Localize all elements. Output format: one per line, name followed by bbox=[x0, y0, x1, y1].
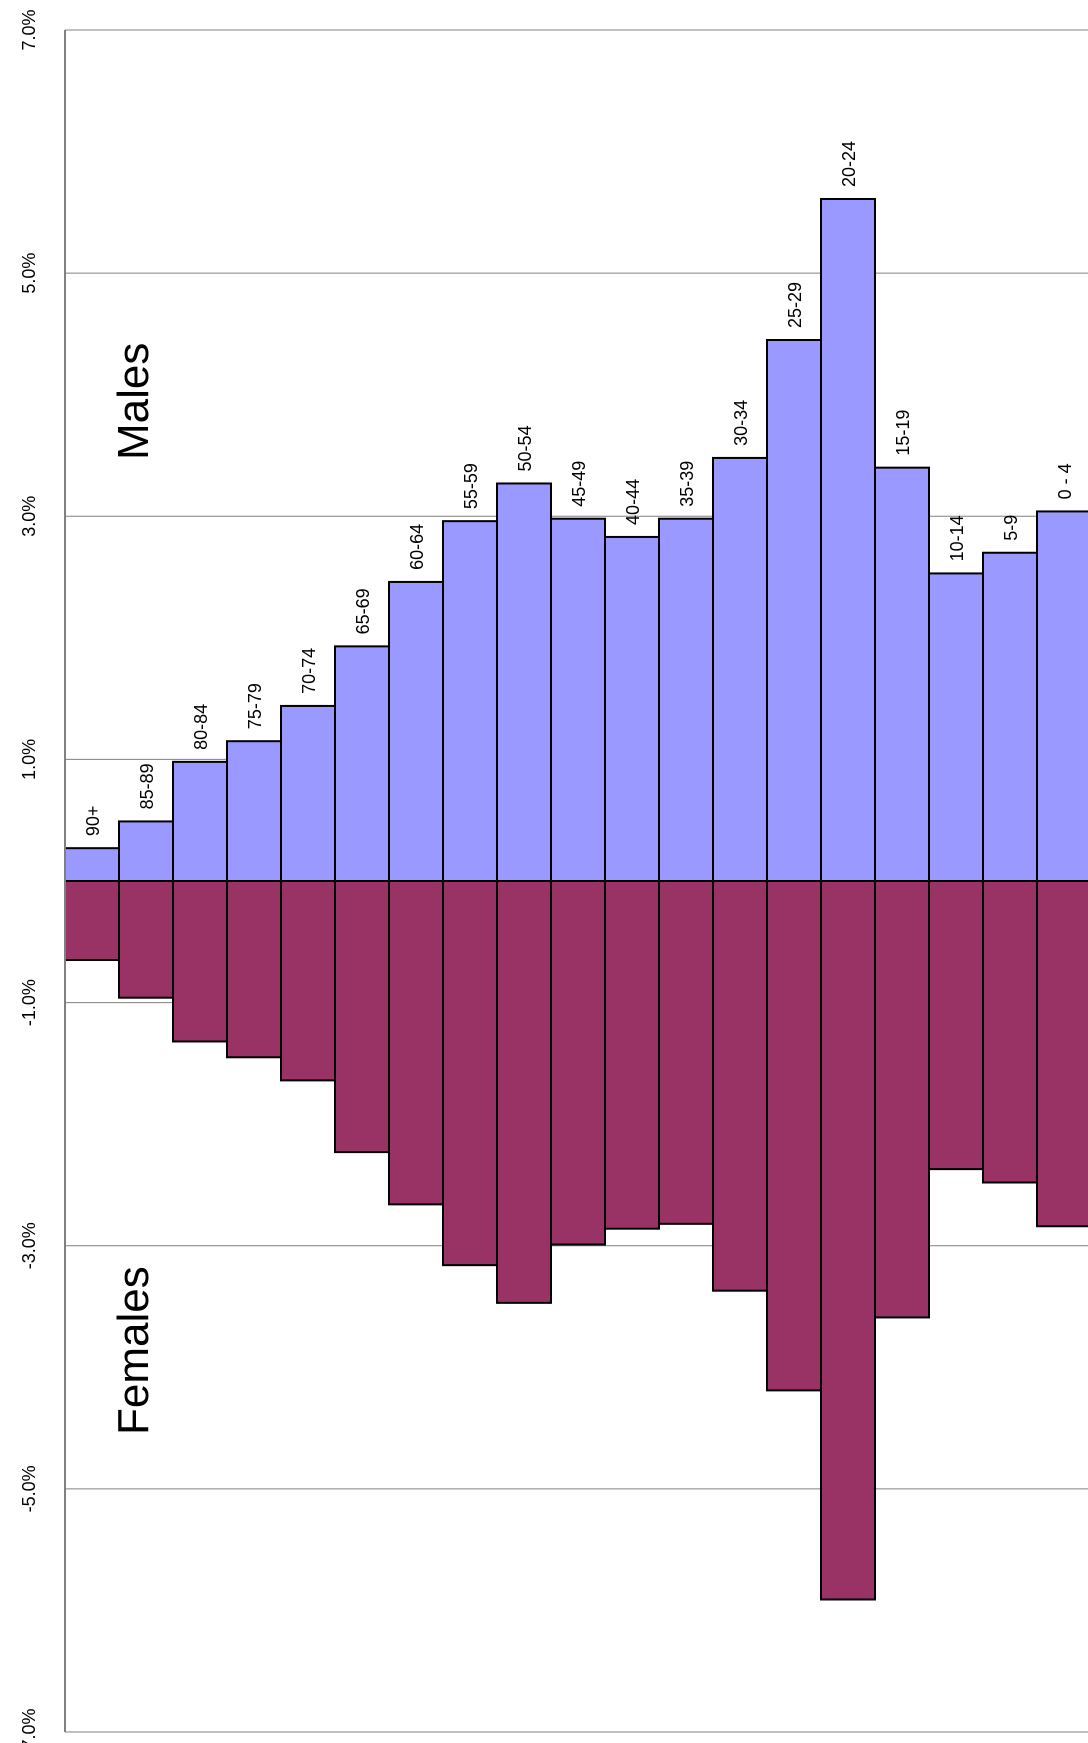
bar-males bbox=[496, 482, 552, 882]
category-label: 35-39 bbox=[677, 461, 697, 507]
bar-females bbox=[442, 880, 498, 1267]
category-labels: 90+ 85-89 80-84 75-79 70-74 65-69 60-64 55-59 50… bbox=[83, 141, 1075, 836]
category-label: 30-34 bbox=[731, 400, 751, 446]
bar-males bbox=[226, 740, 282, 883]
category-label: 60-64 bbox=[407, 524, 427, 570]
bar-females bbox=[604, 880, 660, 1230]
bar-females bbox=[118, 880, 174, 999]
category-label: 80-84 bbox=[191, 704, 211, 750]
bar-males bbox=[280, 704, 336, 882]
series-title-males: Males bbox=[109, 343, 158, 460]
bar-males bbox=[550, 517, 606, 883]
category-label: 50-54 bbox=[515, 425, 535, 471]
category-label: 90+ bbox=[83, 806, 103, 837]
category-label: 5-9 bbox=[1001, 515, 1021, 541]
y-axis-tick-labels: 7.0% 5.0% 3.0% 1.0% -1.0% -3.0% -5.0% -7.0% bbox=[19, 9, 39, 1743]
bar-males bbox=[334, 645, 390, 882]
category-label: 20-24 bbox=[839, 141, 859, 187]
y-tick-label: 7.0% bbox=[19, 9, 39, 50]
category-label: 65-69 bbox=[353, 588, 373, 634]
bar-males bbox=[766, 339, 822, 882]
bar-males bbox=[928, 572, 984, 882]
bars bbox=[64, 197, 1088, 1601]
y-tick-label: 3.0% bbox=[19, 496, 39, 537]
bar-females bbox=[874, 880, 930, 1319]
series-titles: Males Females bbox=[109, 343, 158, 1435]
bar-females bbox=[496, 880, 552, 1304]
category-label: 85-89 bbox=[137, 763, 157, 809]
bar-males bbox=[64, 847, 120, 883]
bar-females bbox=[388, 880, 444, 1206]
y-tick-label: 5.0% bbox=[19, 253, 39, 294]
bar-males bbox=[658, 517, 714, 883]
y-tick-label: -1.0% bbox=[19, 979, 39, 1026]
bar-males bbox=[712, 456, 768, 882]
bar-females bbox=[550, 880, 606, 1246]
category-label: 55-59 bbox=[461, 463, 481, 509]
category-label: 75-79 bbox=[245, 683, 265, 729]
category-label: 15-19 bbox=[893, 410, 913, 456]
bar-males bbox=[1036, 510, 1088, 882]
bar-males bbox=[820, 197, 876, 882]
bar-females bbox=[712, 880, 768, 1292]
y-tick-label: -3.0% bbox=[19, 1222, 39, 1269]
category-label: 25-29 bbox=[785, 282, 805, 328]
bar-females bbox=[1036, 880, 1088, 1228]
bar-females bbox=[172, 880, 228, 1043]
bar-males bbox=[172, 760, 228, 882]
category-label: 0 - 4 bbox=[1055, 463, 1075, 499]
bar-females bbox=[64, 880, 120, 962]
category-label: 40-44 bbox=[623, 479, 643, 525]
bar-females bbox=[766, 880, 822, 1392]
y-tick-label: 1.0% bbox=[19, 739, 39, 780]
series-title-females: Females bbox=[109, 1266, 158, 1435]
bar-males bbox=[118, 820, 174, 882]
bar-females bbox=[280, 880, 336, 1082]
bar-females bbox=[658, 880, 714, 1225]
bar-males bbox=[874, 466, 930, 882]
bar-males bbox=[442, 520, 498, 882]
category-label: 45-49 bbox=[569, 461, 589, 507]
bar-females bbox=[928, 880, 984, 1171]
bar-males bbox=[604, 535, 660, 883]
bar-males bbox=[388, 580, 444, 882]
bar-females bbox=[982, 880, 1038, 1184]
bar-females bbox=[226, 880, 282, 1059]
bar-females bbox=[820, 880, 876, 1601]
y-tick-label: -7.0% bbox=[19, 1708, 39, 1743]
category-label: 70-74 bbox=[299, 648, 319, 694]
y-tick-label: -5.0% bbox=[19, 1465, 39, 1512]
bar-females bbox=[334, 880, 390, 1154]
bar-males bbox=[982, 551, 1038, 882]
category-label: 10-14 bbox=[947, 515, 967, 561]
